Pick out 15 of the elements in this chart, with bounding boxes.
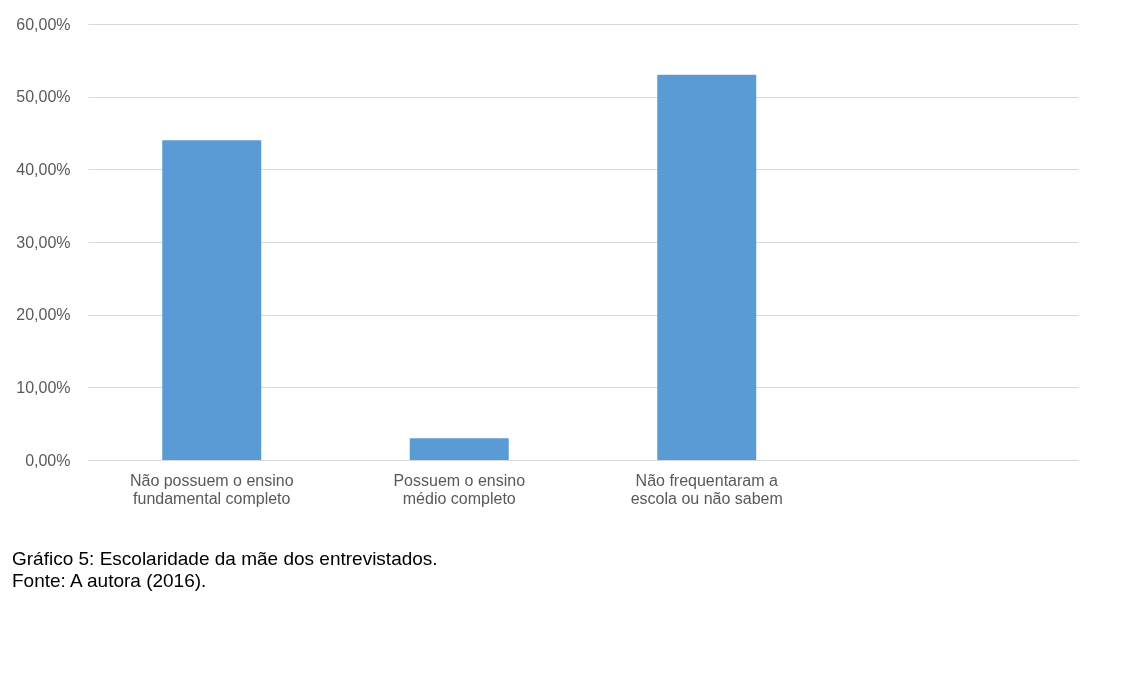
- y-tick-label: 20,00%: [16, 306, 71, 324]
- source-note: Fonte: A autora (2016).: [12, 570, 208, 592]
- bar: [162, 140, 262, 460]
- x-tick-label: Não frequentaram a escola ou não sabem: [630, 471, 783, 507]
- bar: [409, 438, 509, 460]
- y-tick-label: 40,00%: [16, 160, 71, 178]
- text: Gráfico 5: Escolaridade da mãe dos entrevistados.: [12, 548, 438, 570]
- y-tick-label: 30,00%: [16, 233, 71, 251]
- y-tick-label: 10,00%: [16, 378, 71, 396]
- x-tick-label: Não possuem o ensino fundamental completo: [129, 471, 294, 507]
- y-tick-label: 0,00%: [25, 451, 71, 469]
- y-tick-label: 50,00%: [16, 88, 71, 106]
- bar: [657, 74, 757, 460]
- x-tick-label: Possuem o ensino médio completo: [393, 471, 526, 507]
- y-tick-label: 60,00%: [16, 15, 71, 33]
